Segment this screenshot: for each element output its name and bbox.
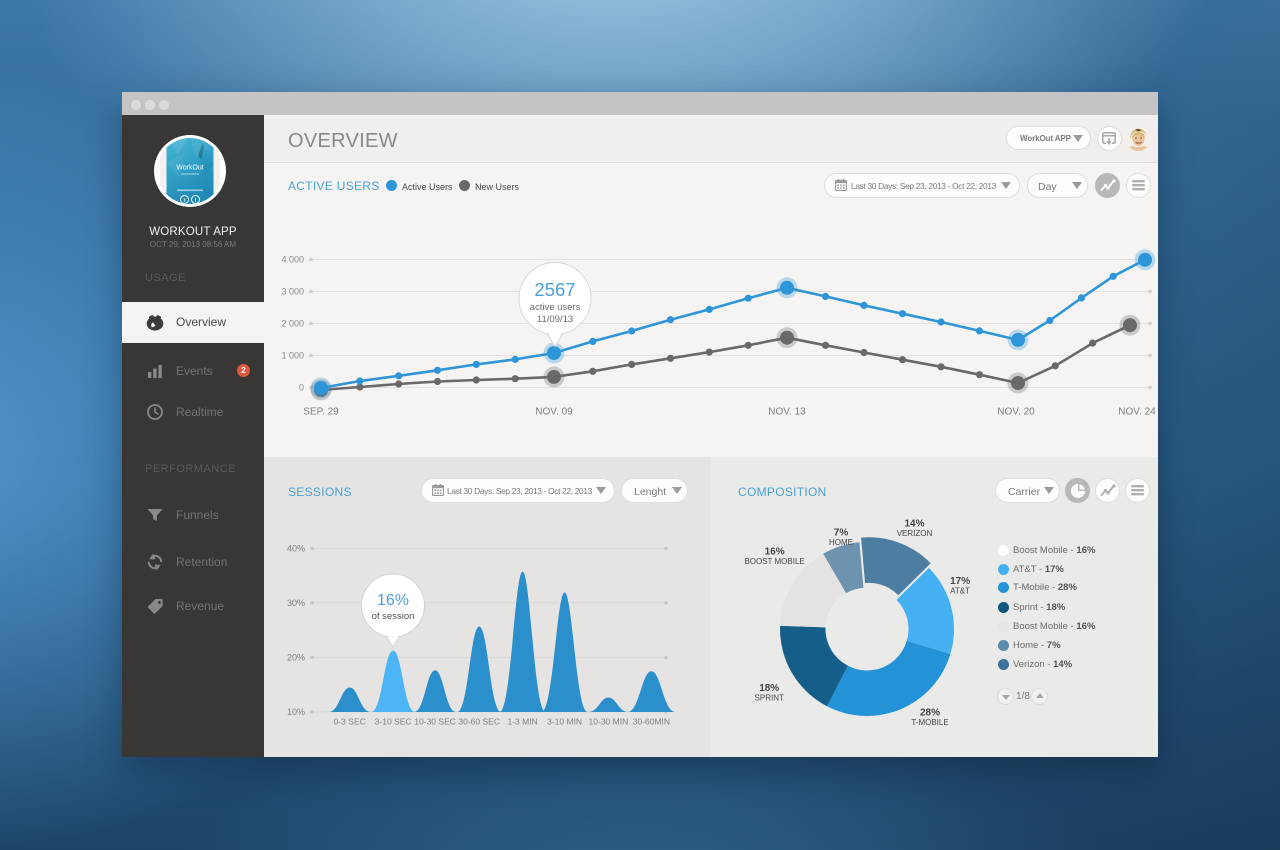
svg-text:18%: 18% [759, 683, 779, 694]
svg-text:28%: 28% [920, 708, 940, 719]
svg-text:AT&T: AT&T [950, 587, 970, 596]
svg-text:WorkOut: WorkOut [176, 165, 204, 172]
svg-text:4 000: 4 000 [281, 255, 304, 265]
svg-text:SEP. 29: SEP. 29 [303, 407, 339, 418]
svg-text:T-MOBILE: T-MOBILE [911, 718, 948, 727]
svg-text:30%: 30% [287, 598, 305, 608]
svg-text:VERIZON: VERIZON [897, 529, 933, 538]
svg-text:f: f [195, 198, 197, 204]
svg-text:3-10 SEC: 3-10 SEC [375, 717, 412, 727]
svg-text:10-30 MIN: 10-30 MIN [589, 717, 629, 727]
svg-text:30-60MIN: 30-60MIN [633, 717, 670, 727]
svg-text:40%: 40% [287, 543, 305, 553]
svg-text:NOV. 20: NOV. 20 [997, 407, 1035, 418]
svg-text:HOME: HOME [829, 538, 853, 547]
svg-text:14%: 14% [904, 519, 924, 530]
svg-text:3-10 MIN: 3-10 MIN [547, 717, 582, 727]
svg-text:10-30 SEC: 10-30 SEC [414, 717, 456, 727]
svg-text:SPRINT: SPRINT [755, 694, 784, 703]
svg-text:2 000: 2 000 [281, 319, 304, 329]
svg-text:16%: 16% [377, 592, 409, 609]
svg-text:BOOST MOBILE: BOOST MOBILE [744, 557, 804, 566]
svg-text:of session: of session [372, 611, 415, 622]
svg-text:NOV. 09: NOV. 09 [535, 407, 573, 418]
svg-text:NOV. 24: NOV. 24 [1118, 407, 1156, 418]
svg-text:t: t [184, 198, 186, 204]
svg-text:1 000: 1 000 [281, 351, 304, 361]
svg-text:2567: 2567 [534, 279, 575, 300]
svg-text:3 000: 3 000 [281, 287, 304, 297]
svg-text:10%: 10% [287, 707, 305, 717]
svg-text:30-60 SEC: 30-60 SEC [458, 717, 500, 727]
svg-text:0: 0 [299, 383, 304, 393]
svg-text:20%: 20% [287, 652, 305, 662]
svg-text:7%: 7% [834, 528, 849, 539]
svg-text:0-3 SEC: 0-3 SEC [334, 717, 366, 727]
svg-text:11/09/13: 11/09/13 [537, 314, 573, 325]
svg-text:active users: active users [530, 302, 581, 313]
svg-text:NOV. 13: NOV. 13 [768, 407, 806, 418]
svg-text:17%: 17% [950, 576, 970, 587]
svg-text:1-3 MIN: 1-3 MIN [507, 717, 537, 727]
svg-text:16%: 16% [765, 547, 785, 558]
